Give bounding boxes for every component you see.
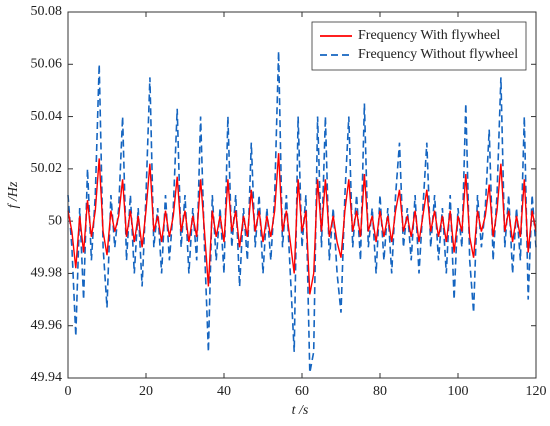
y-tick-label: 50.04 [31, 109, 63, 124]
y-tick-label: 50 [48, 213, 62, 228]
y-axis-label: f /Hz [6, 181, 21, 208]
legend-label: Frequency Without flywheel [358, 47, 518, 62]
x-tick-label: 80 [373, 384, 387, 399]
y-tick-label: 50.02 [31, 161, 63, 176]
legend-label: Frequency With flywheel [358, 28, 500, 43]
x-tick-label: 0 [65, 384, 72, 399]
plot-frame [67, 11, 537, 379]
y-tick-label: 50.06 [31, 57, 63, 72]
x-tick-label: 60 [295, 384, 309, 399]
y-tick-label: 50.08 [31, 4, 63, 19]
y-tick-label: 49.96 [31, 318, 63, 333]
x-tick-label: 100 [448, 384, 469, 399]
legend-box [311, 21, 527, 71]
x-tick-label: 40 [217, 384, 231, 399]
series-line [67, 51, 537, 373]
y-tick-label: 49.98 [31, 266, 63, 281]
series-line [67, 153, 537, 295]
x-tick-label: 120 [526, 384, 547, 399]
y-tick-label: 49.94 [31, 370, 63, 385]
x-axis-label: t /s [292, 403, 309, 418]
x-tick-label: 20 [139, 384, 153, 399]
